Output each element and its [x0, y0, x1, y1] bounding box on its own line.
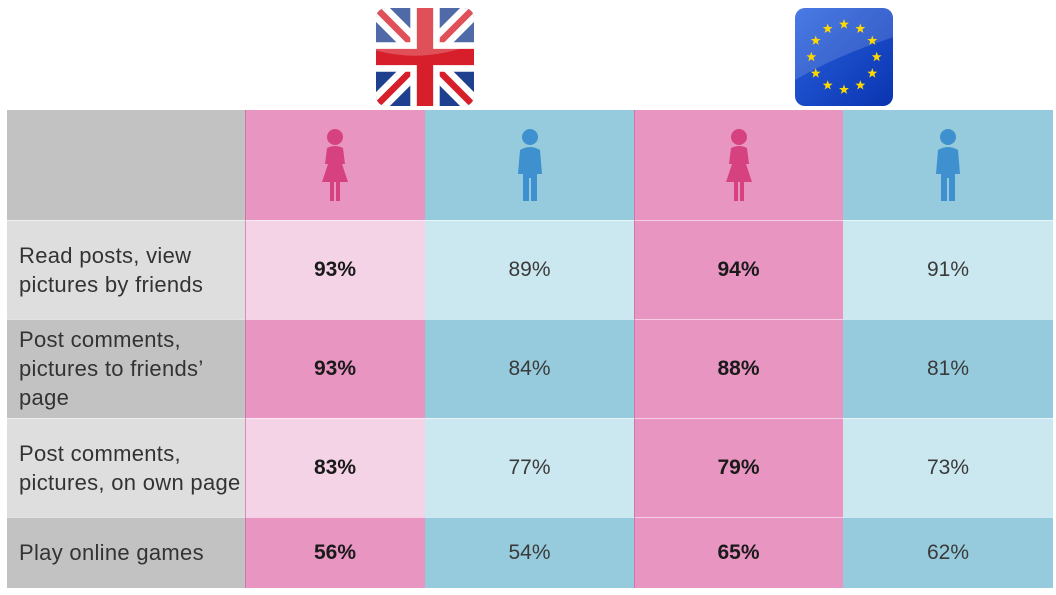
row-label: Post comments, pictures to friends’ page	[7, 319, 245, 418]
eu-star-icon	[855, 80, 866, 90]
value-cell: 91%	[843, 220, 1053, 319]
value-cell: 79%	[634, 418, 843, 517]
eu-star-icon	[839, 84, 849, 94]
female-person-icon	[318, 128, 352, 202]
value-cell: 93%	[245, 319, 425, 418]
eu-flag-icon	[795, 8, 893, 106]
row-divider	[7, 517, 1053, 518]
header-cell-female	[634, 110, 843, 220]
row-divider	[7, 418, 1053, 419]
value-cell: 83%	[245, 418, 425, 517]
data-table: Read posts, view pictures by friends 93% 8…	[7, 110, 1053, 588]
value-cell: 84%	[425, 319, 634, 418]
header-cell-female	[245, 110, 425, 220]
eu-star-icon	[867, 68, 878, 78]
eu-star-icon	[822, 23, 833, 33]
male-person-icon	[933, 128, 963, 202]
eu-star-icon	[810, 68, 821, 78]
row-label: Play online games	[7, 517, 245, 588]
value-cell: 54%	[425, 517, 634, 588]
eu-star-icon	[806, 51, 817, 62]
value-cell: 88%	[634, 319, 843, 418]
value-cell: 73%	[843, 418, 1053, 517]
eu-star-icon	[810, 35, 821, 45]
value-cell: 62%	[843, 517, 1053, 588]
row-divider	[7, 220, 1053, 221]
value-cell: 93%	[245, 220, 425, 319]
value-cell: 77%	[425, 418, 634, 517]
male-person-icon	[515, 128, 545, 202]
column-divider	[634, 110, 635, 588]
header-cell-male	[843, 110, 1053, 220]
row-label: Post comments, pictures, on own page	[7, 418, 245, 517]
header-corner-cell	[7, 110, 245, 220]
eu-star-icon	[839, 19, 849, 29]
column-divider	[245, 110, 246, 588]
value-cell: 89%	[425, 220, 634, 319]
value-cell: 81%	[843, 319, 1053, 418]
value-cell: 65%	[634, 517, 843, 588]
header-cell-male	[425, 110, 634, 220]
value-cell: 94%	[634, 220, 843, 319]
value-cell: 56%	[245, 517, 425, 588]
female-person-icon	[722, 128, 756, 202]
row-label: Read posts, view pictures by friends	[7, 220, 245, 319]
eu-star-icon	[855, 23, 866, 33]
eu-star-icon	[871, 51, 882, 62]
row-divider	[7, 319, 1053, 320]
uk-flag-icon	[376, 8, 474, 106]
eu-star-icon	[822, 80, 833, 90]
eu-star-icon	[867, 35, 878, 45]
